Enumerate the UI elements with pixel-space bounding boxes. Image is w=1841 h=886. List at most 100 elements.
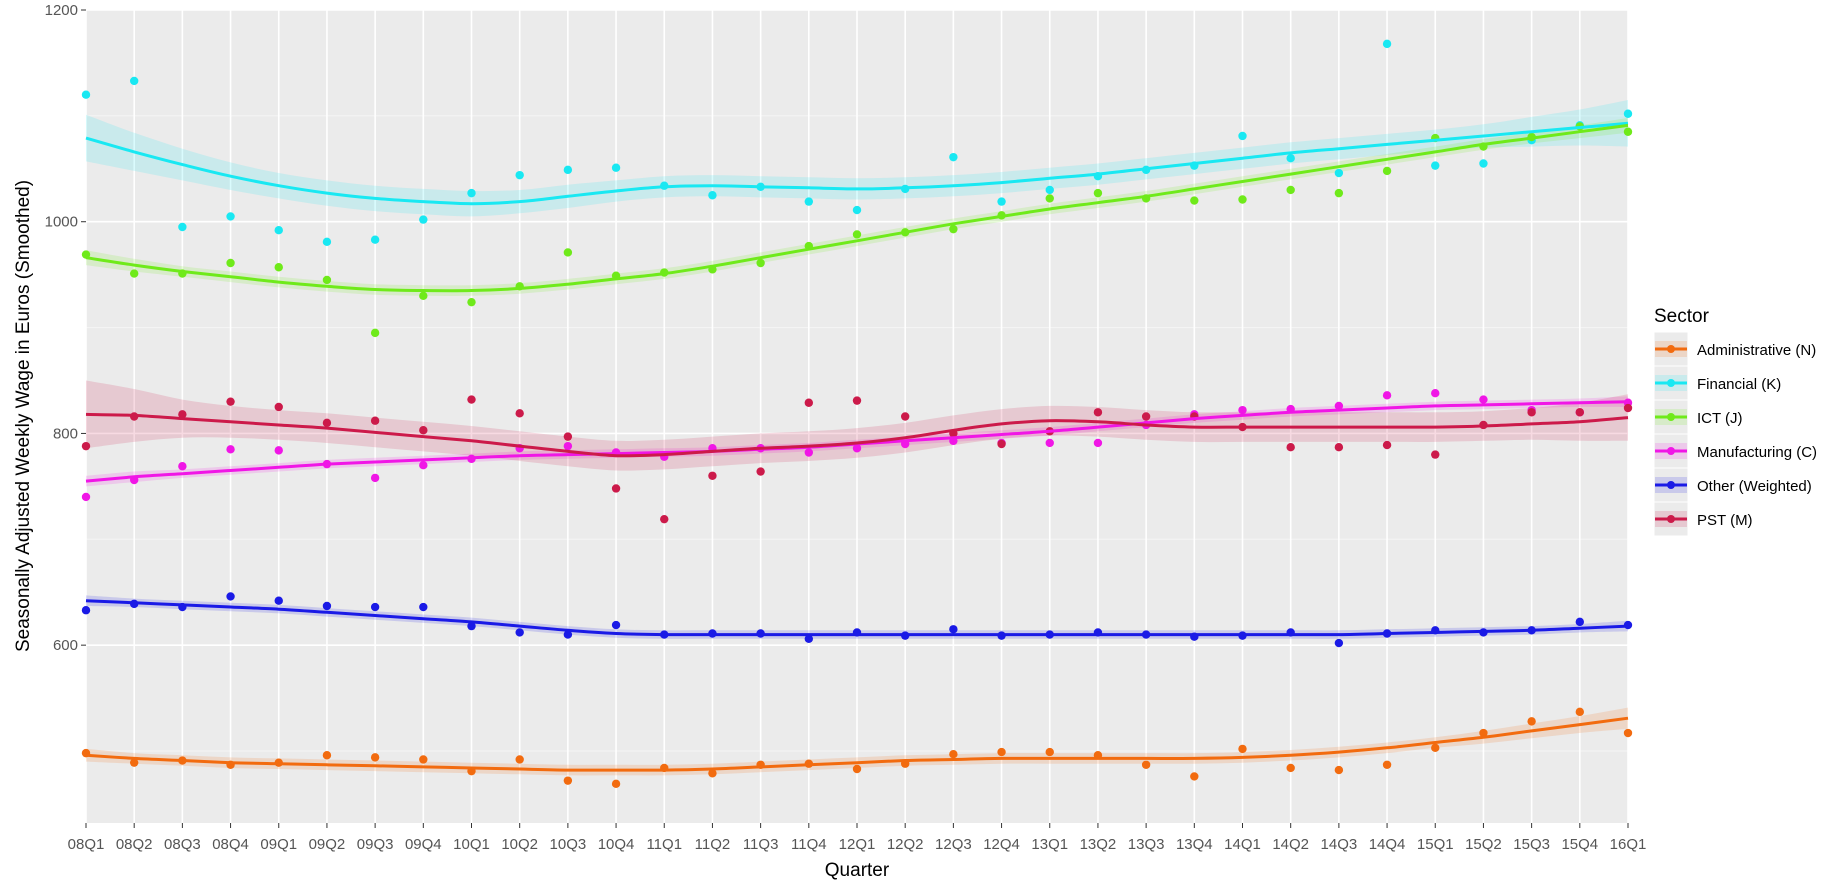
data-point-pst-m: [756, 467, 765, 476]
x-tick-label: 12Q2: [887, 836, 924, 853]
data-point-ict-j: [1623, 127, 1633, 136]
data-point-administrative-n: [1382, 760, 1392, 769]
data-point-administrative-n: [1238, 744, 1247, 754]
data-point-ict-j: [1286, 185, 1295, 195]
data-point-administrative-n: [1286, 763, 1295, 773]
data-point-financial-k: [1382, 39, 1392, 49]
x-tick-label: 09Q1: [260, 836, 297, 853]
legend-point-swatch: [1667, 345, 1675, 353]
data-point-administrative-n: [129, 758, 139, 767]
data-point-financial-k: [1479, 159, 1488, 168]
data-point-manufacturing-c: [226, 445, 235, 454]
data-point-pst-m: [804, 398, 814, 407]
data-point-manufacturing-c: [1238, 405, 1247, 415]
data-point-ict-j: [467, 297, 476, 307]
x-axis-title: Quarter: [825, 860, 890, 881]
x-tick-label: 15Q4: [1561, 836, 1598, 853]
legend-label-administrative-n: Administrative (N): [1697, 342, 1816, 359]
data-point-ict-j: [419, 291, 428, 301]
data-point-pst-m: [515, 409, 524, 418]
data-point-manufacturing-c: [1382, 391, 1392, 400]
data-point-other-weighted: [515, 628, 524, 637]
confidence-band-pst-m: [86, 380, 1628, 471]
data-point-financial-k: [370, 235, 380, 244]
data-point-pst-m: [1334, 442, 1344, 452]
x-tick-label: 13Q1: [1031, 836, 1068, 853]
data-point-other-weighted: [804, 634, 814, 644]
data-point-manufacturing-c: [563, 441, 573, 451]
data-point-other-weighted: [611, 620, 621, 630]
x-tick-label: 13Q2: [1080, 836, 1117, 853]
y-axis-title: Seasonally Adjusted Weekly Wage in Euros…: [13, 180, 34, 652]
data-point-administrative-n: [1623, 728, 1633, 738]
data-point-pst-m: [1286, 442, 1295, 452]
data-point-pst-m: [370, 416, 380, 425]
data-point-pst-m: [900, 412, 910, 421]
x-tick-label: 08Q3: [164, 836, 201, 853]
legend-point-swatch: [1667, 481, 1675, 489]
data-point-pst-m: [81, 441, 91, 451]
data-point-financial-k: [563, 165, 573, 175]
y-tick-label: 800: [53, 425, 78, 442]
data-point-pst-m: [1141, 412, 1151, 421]
data-point-administrative-n: [1575, 707, 1585, 717]
data-point-ict-j: [1382, 166, 1392, 176]
data-point-ict-j: [563, 248, 573, 257]
data-point-pst-m: [322, 418, 332, 428]
data-point-financial-k: [708, 191, 717, 200]
data-point-manufacturing-c: [274, 446, 283, 455]
legend-point-swatch: [1667, 447, 1675, 455]
data-point-ict-j: [129, 269, 139, 278]
x-tick-label: 10Q3: [550, 836, 587, 853]
legend-label-other-weighted: Other (Weighted): [1697, 478, 1812, 495]
x-tick-label: 11Q2: [695, 836, 731, 853]
data-point-ict-j: [226, 258, 235, 268]
x-tick-label: 15Q3: [1513, 836, 1550, 853]
x-tick-label: 09Q3: [357, 836, 394, 853]
x-axis-ticks: 08Q1 08Q2 08Q3 08Q4 09Q1 09Q2 09Q3 09Q4 10Q1 10Q2…: [68, 823, 1647, 853]
data-point-pst-m: [419, 426, 428, 435]
x-tick-label: 11Q4: [791, 836, 827, 853]
data-point-other-weighted: [81, 606, 91, 615]
x-tick-label: 15Q2: [1465, 836, 1502, 853]
data-point-pst-m: [1093, 408, 1103, 417]
data-point-pst-m: [178, 410, 187, 419]
y-tick-label: 600: [53, 637, 78, 654]
data-point-ict-j: [370, 328, 380, 338]
x-tick-label: 09Q4: [405, 836, 442, 853]
data-point-other-weighted: [949, 625, 958, 634]
data-point-financial-k: [1623, 109, 1633, 118]
data-point-administrative-n: [708, 769, 717, 778]
data-point-financial-k: [274, 225, 283, 235]
data-point-administrative-n: [370, 753, 380, 762]
data-point-administrative-n: [563, 776, 573, 785]
data-point-pst-m: [852, 396, 862, 405]
x-tick-label: 10Q4: [598, 836, 635, 853]
data-point-financial-k: [1334, 168, 1344, 178]
smooth-line-other-weighted: [85, 599, 1629, 637]
data-point-financial-k: [1238, 131, 1247, 141]
x-tick-label: 08Q1: [68, 836, 105, 853]
x-tick-label: 14Q2: [1272, 836, 1309, 853]
legend-label-manufacturing-c: Manufacturing (C): [1697, 444, 1817, 461]
legend-point-swatch: [1667, 379, 1675, 387]
x-tick-label: 08Q4: [212, 836, 249, 853]
legend-point-swatch: [1667, 413, 1675, 421]
legend-label-financial-k: Financial (K): [1697, 376, 1781, 393]
data-point-pst-m: [467, 395, 476, 404]
x-tick-label: 16Q1: [1610, 836, 1647, 853]
legend-label-pst-m: PST (M): [1697, 512, 1753, 529]
data-point-ict-j: [1190, 196, 1199, 205]
x-tick-label: 14Q4: [1369, 836, 1406, 853]
data-point-ict-j: [322, 275, 332, 285]
data-point-financial-k: [81, 90, 91, 99]
x-tick-label: 14Q1: [1224, 836, 1261, 853]
x-tick-label: 11Q1: [646, 836, 682, 853]
data-point-manufacturing-c: [804, 448, 814, 457]
data-point-financial-k: [515, 170, 524, 180]
smooth-line-financial-k: [85, 121, 1629, 206]
data-point-financial-k: [467, 188, 476, 198]
data-point-administrative-n: [997, 747, 1006, 757]
